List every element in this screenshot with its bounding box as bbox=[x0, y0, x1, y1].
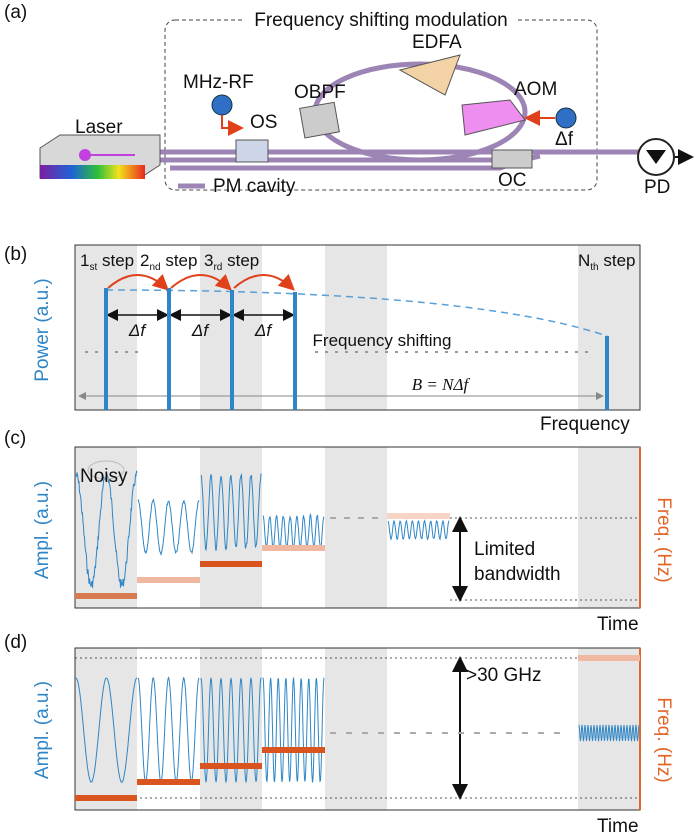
x-axis-label: Frequency bbox=[540, 414, 630, 435]
band bbox=[200, 648, 262, 810]
figure: (a) Frequency shifting modulation Laser … bbox=[0, 0, 695, 837]
step-label: 2nd step bbox=[140, 251, 197, 273]
y-axis-label: Ampl. (a.u.) bbox=[32, 481, 53, 579]
panel-label: (a) bbox=[4, 2, 27, 23]
rf-source bbox=[212, 95, 232, 115]
waveform bbox=[263, 515, 324, 550]
band bbox=[325, 648, 387, 810]
oc-label: OC bbox=[498, 170, 527, 191]
step-label: 1st step bbox=[80, 251, 134, 273]
step-label: 3rd step bbox=[204, 251, 259, 273]
waveform bbox=[138, 678, 199, 782]
delta-f-label: Δf bbox=[254, 321, 273, 340]
fiber bbox=[155, 152, 640, 168]
bandwidth-label: B = NΔf bbox=[412, 375, 471, 394]
band bbox=[200, 447, 262, 608]
y-axis-label: Ampl. (a.u.) bbox=[32, 681, 53, 779]
oc bbox=[492, 150, 532, 168]
rf-source bbox=[556, 108, 576, 128]
os-label: OS bbox=[250, 112, 277, 133]
x-axis-label: Time bbox=[597, 816, 639, 837]
x-axis-label: Time bbox=[597, 614, 639, 635]
title: Frequency shifting modulation bbox=[254, 10, 507, 31]
waveform bbox=[263, 678, 324, 783]
waveform bbox=[388, 521, 449, 540]
annotation: Frequency shifting bbox=[313, 331, 452, 350]
noisy-label: Noisy bbox=[80, 466, 128, 487]
panel-label: (c) bbox=[4, 428, 26, 449]
os bbox=[236, 140, 268, 162]
legend-label: PM cavity bbox=[213, 176, 296, 197]
band bbox=[325, 447, 387, 608]
panel-label: (d) bbox=[4, 632, 27, 653]
obpf-label: OBPF bbox=[294, 82, 346, 103]
obpf bbox=[300, 102, 340, 138]
delta-f-label: Δf bbox=[555, 129, 574, 150]
waveform bbox=[138, 500, 199, 555]
delta-f-label: Δf bbox=[128, 321, 147, 340]
aom-label: AOM bbox=[514, 79, 557, 100]
edfa bbox=[400, 55, 460, 95]
annotation: bandwidth bbox=[474, 564, 561, 585]
band bbox=[325, 245, 387, 410]
panel-label: (b) bbox=[4, 244, 27, 265]
y-axis-label: Power (a.u.) bbox=[32, 278, 53, 381]
band bbox=[75, 648, 137, 810]
y2-axis-label: Freq. (Hz) bbox=[653, 697, 674, 783]
pd-label: PD bbox=[644, 177, 670, 198]
annotation: >30 GHz bbox=[466, 665, 542, 686]
panel-a: (a) Frequency shifting modulation Laser … bbox=[4, 2, 690, 198]
y2-axis-label: Freq. (Hz) bbox=[653, 497, 674, 583]
step-label: Nth step bbox=[578, 251, 635, 273]
delta-f-label: Δf bbox=[191, 321, 210, 340]
edfa-label: EDFA bbox=[412, 32, 462, 53]
band bbox=[578, 447, 640, 608]
annotation: Limited bbox=[474, 539, 535, 560]
laser-label: Laser bbox=[75, 117, 123, 138]
mhz-rf-label: MHz-RF bbox=[183, 72, 254, 93]
